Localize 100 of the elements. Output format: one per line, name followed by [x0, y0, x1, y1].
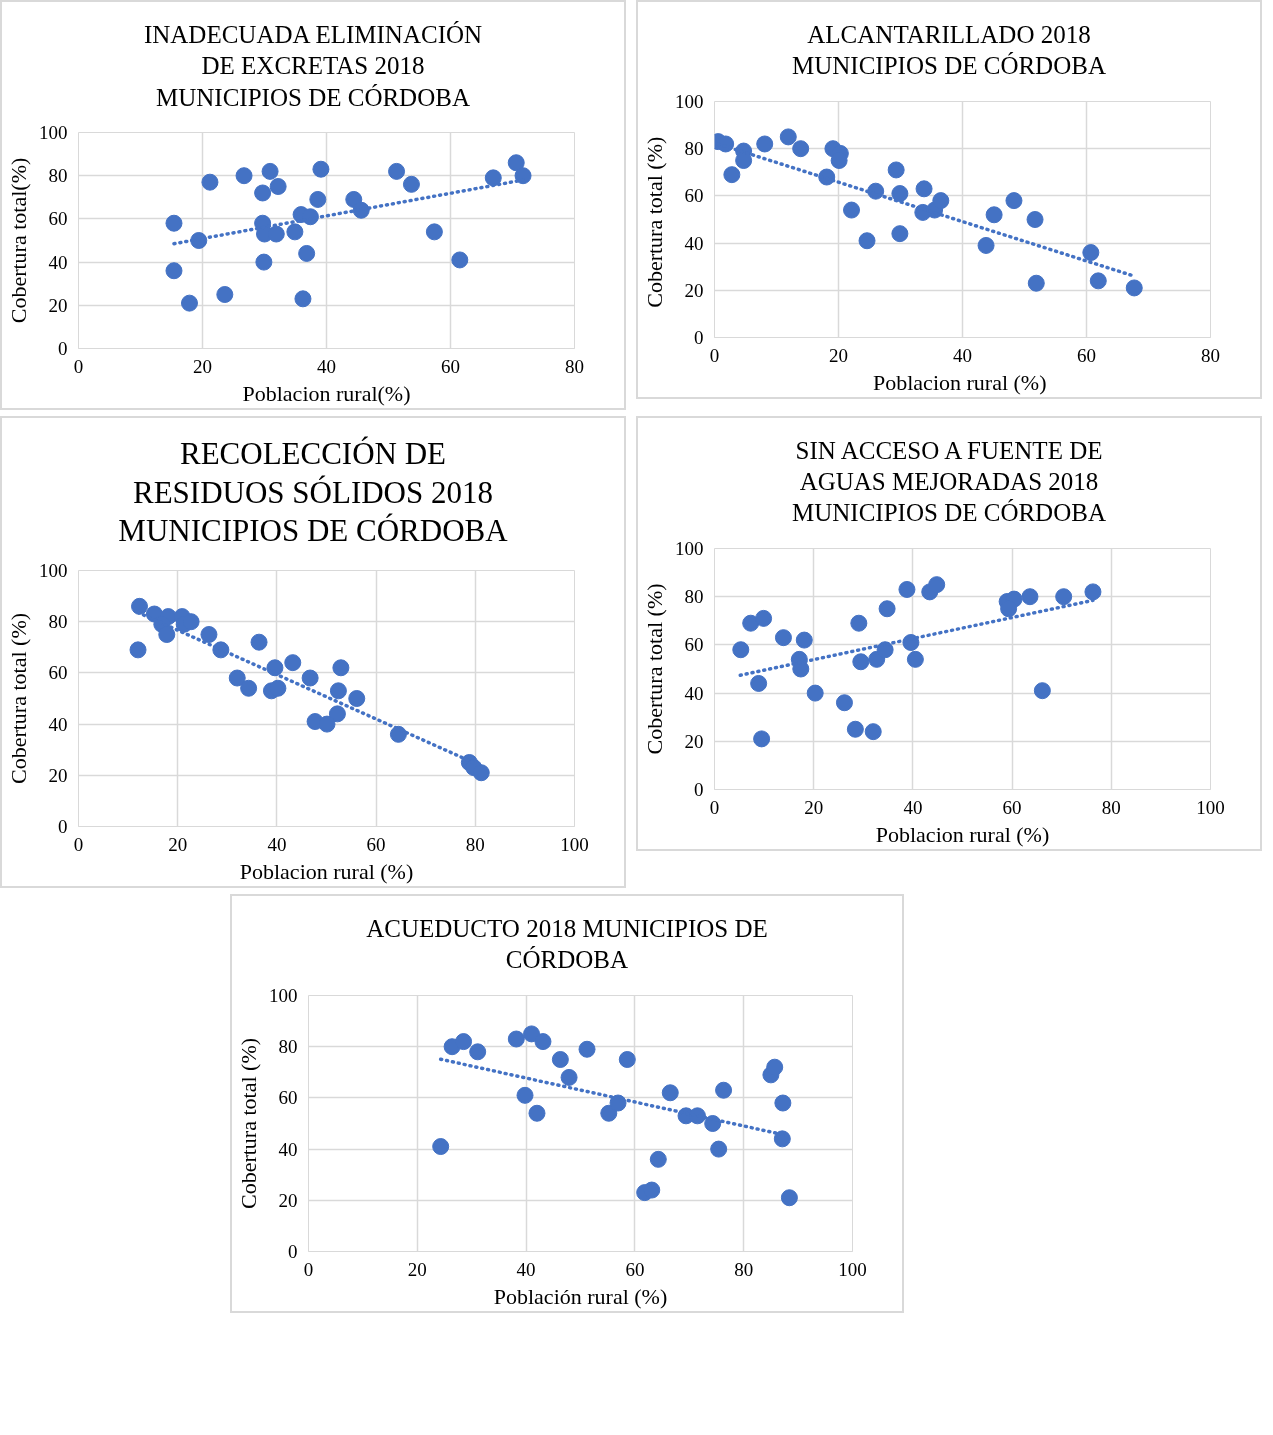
point [201, 173, 219, 191]
point [715, 1081, 733, 1099]
x-tick-label: 20 [407, 1258, 427, 1279]
point [472, 764, 490, 782]
y-tick-label: 60 [48, 662, 68, 684]
y-tick-label: 80 [684, 585, 704, 607]
point [891, 224, 909, 242]
point [332, 659, 350, 677]
x-tick-label: 40 [903, 796, 923, 817]
y-tick-label: 60 [278, 1086, 298, 1108]
y-tick-label: 20 [48, 294, 68, 316]
x-tick-label: 60 [366, 833, 386, 855]
point [534, 1032, 552, 1050]
chart-title: RECOLECCIÓN DE RESIDUOS SÓLIDOS 2018 MUNICIPIOS DE CÓRDOBA [118, 434, 508, 551]
y-tick-label: 40 [48, 713, 68, 735]
point [806, 684, 824, 702]
x-tick-label: 100 [560, 833, 589, 855]
point [779, 127, 797, 145]
x-tick-label: 0 [303, 1258, 314, 1279]
x-tick-label: 60 [441, 355, 460, 377]
x-axis-title: Población rural (%) [493, 1283, 668, 1308]
x-tick-label: 60 [1077, 344, 1096, 365]
x-tick-label: 20 [168, 833, 188, 855]
point [329, 682, 347, 700]
point [795, 631, 813, 649]
point [723, 165, 741, 183]
point [523, 1024, 541, 1042]
point [750, 674, 768, 692]
point [254, 184, 272, 202]
point [528, 1104, 546, 1122]
x-tick-label: 80 [1201, 344, 1220, 365]
point [451, 251, 469, 269]
y-tick-label: 20 [684, 730, 704, 752]
x-tick-label: 40 [953, 344, 972, 365]
y-axis-title: Cobertura total (%) [6, 612, 31, 785]
x-axis-title: Poblacion rural(%) [242, 380, 411, 406]
y-tick-label: 0 [694, 778, 704, 800]
point [284, 654, 302, 672]
point [928, 575, 946, 593]
y-axis-title: Cobertura total (%) [236, 1037, 261, 1209]
point [1027, 274, 1045, 292]
point [516, 1086, 534, 1104]
y-tick-label: 80 [48, 611, 68, 633]
point [780, 1188, 798, 1206]
point [846, 720, 864, 738]
y-tick-label: 100 [39, 121, 68, 143]
point [165, 262, 183, 279]
x-axis-title: Poblacion rural (%) [873, 369, 1047, 394]
x-tick-label: 40 [516, 1258, 536, 1279]
point [180, 294, 198, 312]
y-tick-label: 80 [278, 1035, 298, 1057]
point [165, 214, 183, 232]
point [792, 139, 810, 157]
chart-title: ACUEDUCTO 2018 MUNICIPIOS DE CÓRDOBA [366, 914, 768, 976]
point [318, 715, 336, 733]
point [774, 628, 792, 646]
y-tick-label: 40 [684, 682, 704, 704]
x-tick-label: 0 [709, 344, 720, 365]
point [977, 236, 995, 254]
point [560, 1068, 578, 1086]
point [774, 1094, 792, 1111]
point [887, 160, 905, 178]
point [1089, 271, 1107, 289]
point [216, 285, 234, 303]
point [455, 1032, 473, 1050]
point [250, 633, 268, 651]
y-tick-label: 0 [58, 816, 68, 837]
x-tick-label: 20 [193, 355, 212, 377]
x-axis-title: Poblacion rural (%) [239, 858, 414, 884]
point [309, 190, 327, 208]
point [898, 580, 916, 598]
y-tick-label: 40 [48, 251, 68, 273]
y-tick-label: 0 [694, 326, 704, 348]
point [906, 650, 924, 668]
point [200, 626, 218, 643]
point [131, 597, 149, 615]
x-tick-label: 0 [73, 355, 84, 377]
y-tick-label: 60 [48, 208, 68, 230]
point [551, 1050, 569, 1068]
x-tick-label: 40 [317, 355, 336, 377]
point [1055, 587, 1073, 605]
y-tick-label: 40 [684, 232, 704, 254]
point [755, 609, 773, 627]
point [235, 166, 253, 184]
point [255, 253, 273, 271]
point [932, 191, 950, 209]
y-axis-title: Cobertura total (%) [642, 136, 667, 308]
point [915, 179, 933, 197]
y-tick-label: 40 [278, 1138, 298, 1160]
point [878, 599, 896, 617]
point [469, 1042, 487, 1060]
x-tick-label: 0 [709, 796, 720, 817]
y-tick-label: 100 [39, 560, 68, 581]
x-axis-title: Poblacion rural (%) [875, 821, 1050, 846]
point [484, 169, 502, 187]
y-tick-label: 20 [684, 279, 704, 301]
point [578, 1040, 596, 1058]
point [507, 154, 525, 171]
point [661, 1083, 679, 1101]
y-tick-label: 100 [675, 537, 704, 559]
